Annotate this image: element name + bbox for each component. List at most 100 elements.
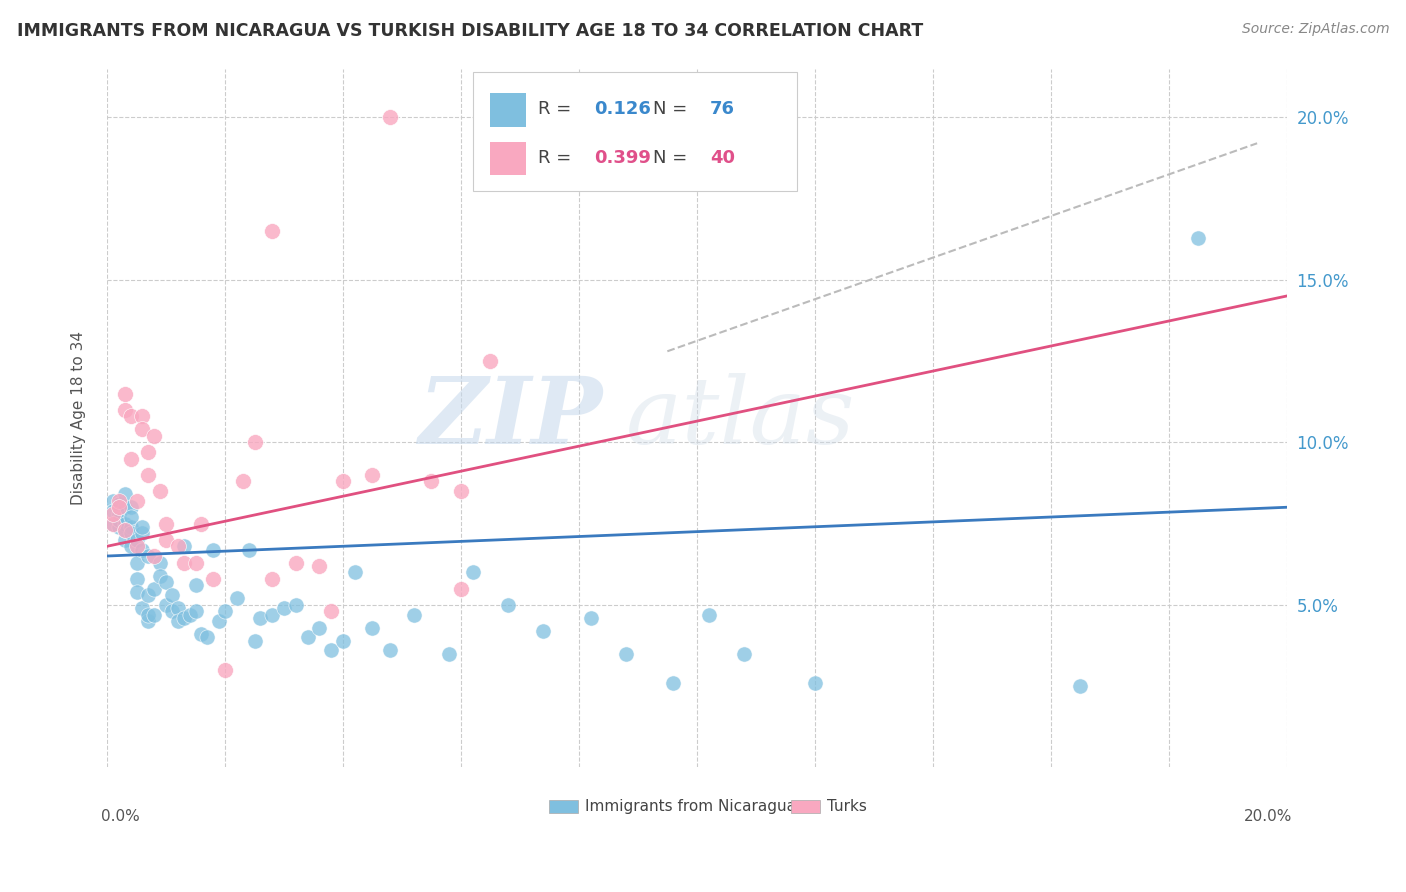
- Point: [733, 647, 755, 661]
- Point: [214, 663, 236, 677]
- Point: [114, 523, 136, 537]
- Point: [184, 604, 207, 618]
- Point: [321, 643, 343, 657]
- Text: Immigrants from Nicaragua: Immigrants from Nicaragua: [585, 799, 796, 814]
- Point: [160, 604, 183, 618]
- Point: [101, 516, 124, 531]
- Point: [166, 601, 188, 615]
- Point: [173, 611, 195, 625]
- Point: [208, 614, 231, 628]
- Point: [143, 429, 166, 443]
- Point: [697, 607, 720, 622]
- Point: [131, 601, 153, 615]
- Point: [125, 493, 148, 508]
- Point: [108, 500, 131, 515]
- FancyBboxPatch shape: [491, 93, 526, 127]
- Point: [437, 647, 460, 661]
- Point: [402, 607, 425, 622]
- Point: [214, 604, 236, 618]
- Point: [155, 598, 177, 612]
- Point: [420, 475, 443, 489]
- FancyBboxPatch shape: [792, 800, 820, 813]
- Point: [249, 611, 271, 625]
- Point: [378, 643, 401, 657]
- Point: [138, 445, 160, 459]
- Point: [190, 516, 212, 531]
- Point: [166, 614, 188, 628]
- Text: R =: R =: [537, 149, 576, 167]
- Point: [114, 402, 136, 417]
- Point: [138, 549, 160, 563]
- Point: [120, 409, 142, 424]
- Point: [190, 627, 212, 641]
- Point: [125, 539, 148, 553]
- Point: [173, 556, 195, 570]
- FancyBboxPatch shape: [491, 142, 526, 176]
- Point: [138, 614, 160, 628]
- Point: [225, 591, 247, 606]
- Point: [184, 578, 207, 592]
- Point: [114, 516, 136, 531]
- Point: [155, 533, 177, 547]
- Point: [143, 582, 166, 596]
- Point: [120, 510, 142, 524]
- Text: 76: 76: [710, 100, 735, 118]
- Text: N =: N =: [654, 100, 693, 118]
- FancyBboxPatch shape: [550, 800, 578, 813]
- Point: [332, 633, 354, 648]
- Point: [479, 354, 502, 368]
- Point: [131, 422, 153, 436]
- Point: [101, 503, 124, 517]
- Point: [343, 566, 366, 580]
- Point: [108, 513, 131, 527]
- Point: [179, 607, 201, 622]
- Point: [101, 493, 124, 508]
- Point: [138, 588, 160, 602]
- Text: Turks: Turks: [827, 799, 866, 814]
- Y-axis label: Disability Age 18 to 34: Disability Age 18 to 34: [72, 331, 86, 505]
- Text: 0.0%: 0.0%: [101, 809, 141, 824]
- Point: [378, 110, 401, 124]
- Point: [155, 574, 177, 589]
- Text: 20.0%: 20.0%: [1244, 809, 1292, 824]
- Point: [160, 588, 183, 602]
- Point: [120, 539, 142, 553]
- Point: [108, 497, 131, 511]
- Point: [114, 487, 136, 501]
- Point: [120, 500, 142, 515]
- Point: [131, 520, 153, 534]
- Point: [450, 582, 472, 596]
- Point: [321, 604, 343, 618]
- Point: [461, 566, 484, 580]
- Point: [202, 542, 225, 557]
- Point: [450, 483, 472, 498]
- Point: [149, 568, 172, 582]
- Point: [1069, 679, 1091, 693]
- Point: [284, 556, 307, 570]
- Point: [125, 572, 148, 586]
- Point: [195, 630, 218, 644]
- Text: Source: ZipAtlas.com: Source: ZipAtlas.com: [1241, 22, 1389, 37]
- Text: 40: 40: [710, 149, 735, 167]
- Point: [114, 500, 136, 515]
- Point: [143, 549, 166, 563]
- Point: [125, 533, 148, 547]
- Text: N =: N =: [654, 149, 693, 167]
- Point: [101, 507, 124, 521]
- Point: [238, 542, 260, 557]
- Point: [114, 533, 136, 547]
- Point: [173, 539, 195, 553]
- Point: [361, 467, 384, 482]
- Point: [232, 475, 254, 489]
- Point: [125, 556, 148, 570]
- Point: [297, 630, 319, 644]
- Point: [1187, 230, 1209, 244]
- Point: [155, 516, 177, 531]
- Point: [131, 526, 153, 541]
- FancyBboxPatch shape: [472, 72, 797, 191]
- Text: ZIP: ZIP: [418, 373, 603, 463]
- Point: [108, 520, 131, 534]
- Point: [262, 224, 284, 238]
- Text: 0.126: 0.126: [595, 100, 651, 118]
- Point: [131, 542, 153, 557]
